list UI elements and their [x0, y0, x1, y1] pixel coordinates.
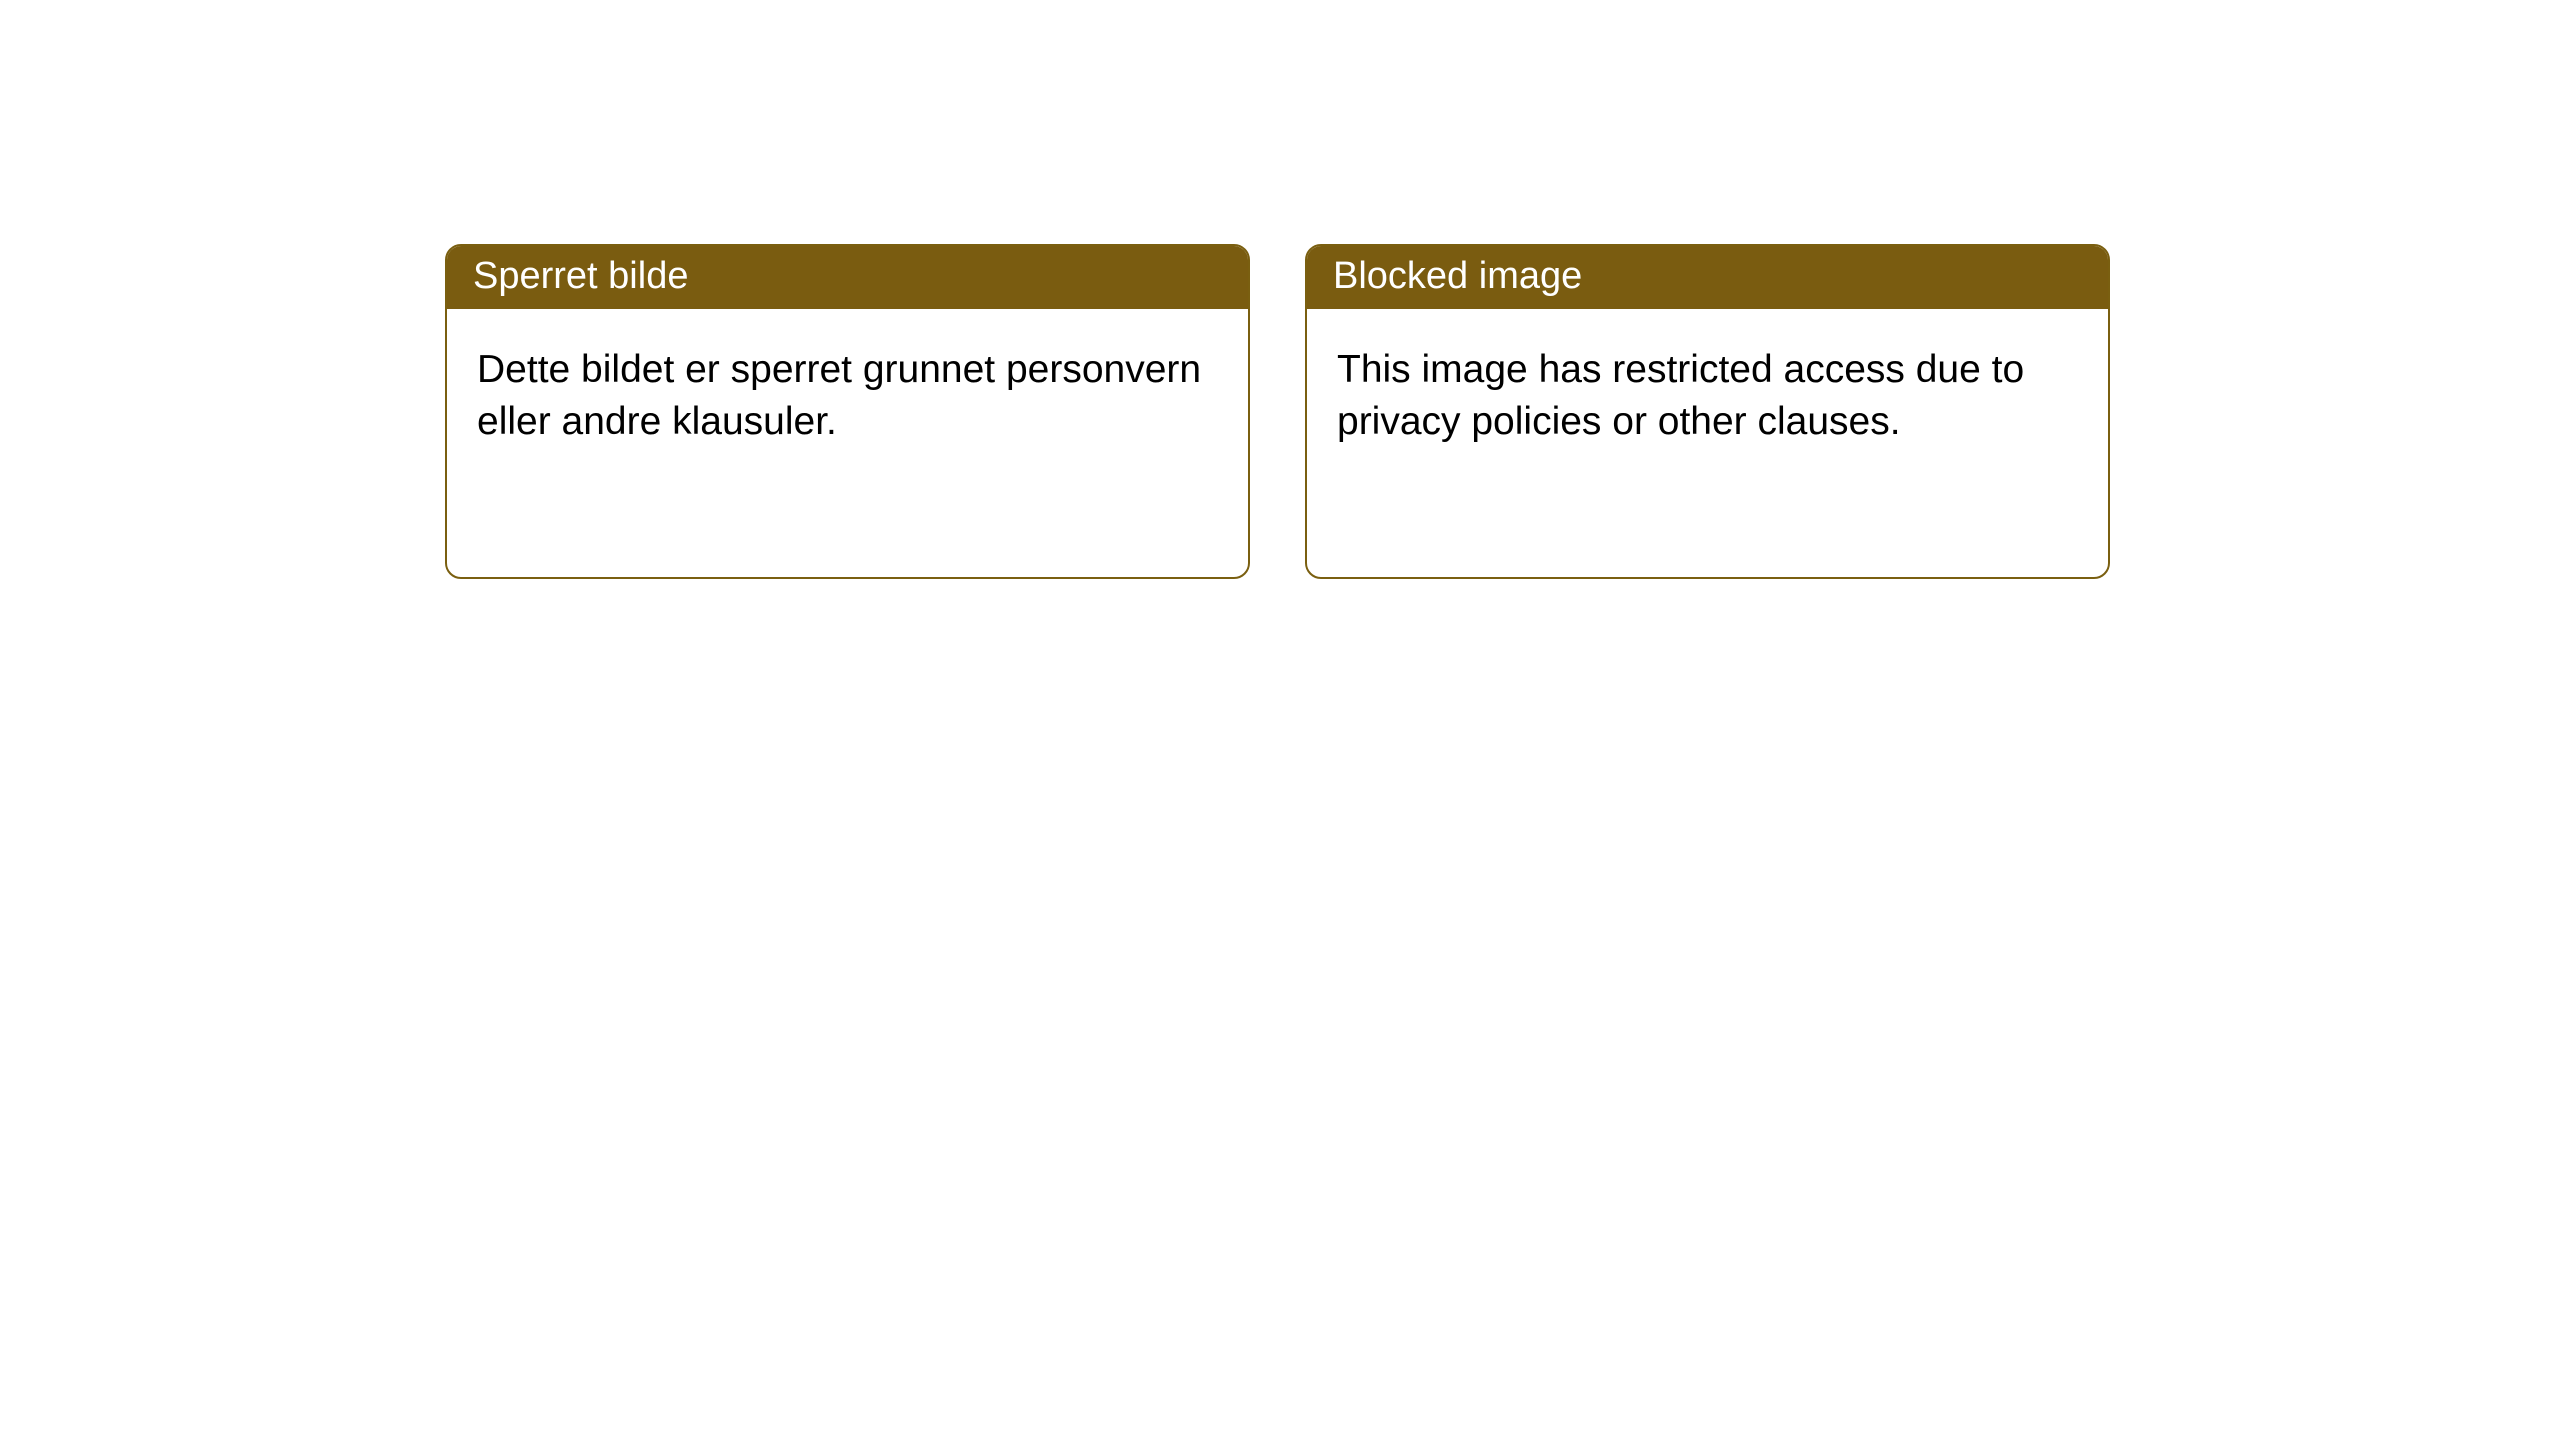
notice-body: This image has restricted access due to …: [1307, 309, 2108, 468]
notice-body: Dette bildet er sperret grunnet personve…: [447, 309, 1248, 468]
notice-container: Sperret bilde Dette bildet er sperret gr…: [0, 0, 2560, 579]
notice-card-norwegian: Sperret bilde Dette bildet er sperret gr…: [445, 244, 1250, 579]
notice-card-english: Blocked image This image has restricted …: [1305, 244, 2110, 579]
notice-header: Blocked image: [1307, 246, 2108, 309]
notice-header: Sperret bilde: [447, 246, 1248, 309]
